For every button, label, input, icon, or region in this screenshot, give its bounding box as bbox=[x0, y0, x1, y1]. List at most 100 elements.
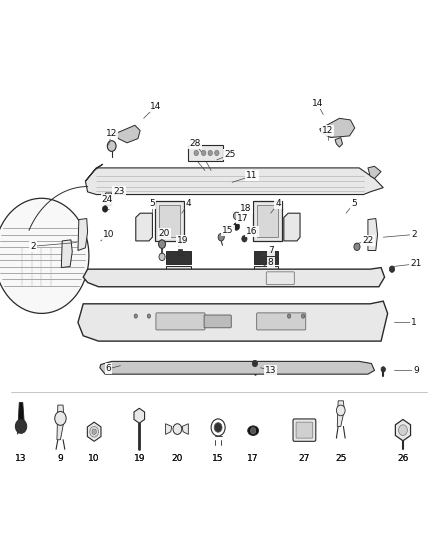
FancyBboxPatch shape bbox=[155, 201, 184, 241]
FancyBboxPatch shape bbox=[156, 313, 205, 330]
Ellipse shape bbox=[248, 426, 258, 435]
Polygon shape bbox=[78, 219, 88, 251]
Text: 24: 24 bbox=[102, 196, 113, 204]
Polygon shape bbox=[100, 361, 374, 374]
Text: 8: 8 bbox=[268, 258, 274, 266]
Text: 17: 17 bbox=[247, 454, 259, 463]
Text: 19: 19 bbox=[177, 237, 189, 245]
Circle shape bbox=[218, 233, 224, 241]
Text: 28: 28 bbox=[189, 140, 201, 148]
FancyBboxPatch shape bbox=[266, 272, 294, 285]
Polygon shape bbox=[116, 125, 140, 143]
FancyBboxPatch shape bbox=[159, 205, 180, 237]
Polygon shape bbox=[337, 401, 344, 426]
Text: 6: 6 bbox=[106, 365, 112, 373]
Text: 15: 15 bbox=[212, 454, 224, 463]
FancyBboxPatch shape bbox=[204, 315, 231, 328]
Polygon shape bbox=[85, 164, 103, 181]
FancyBboxPatch shape bbox=[253, 201, 282, 241]
Text: 18: 18 bbox=[240, 205, 252, 213]
Text: 13: 13 bbox=[15, 454, 27, 463]
Circle shape bbox=[159, 240, 166, 248]
Text: 1: 1 bbox=[411, 318, 417, 327]
Polygon shape bbox=[61, 240, 72, 268]
Text: 20: 20 bbox=[159, 229, 170, 238]
Polygon shape bbox=[83, 268, 385, 287]
Circle shape bbox=[15, 419, 27, 433]
Text: 5: 5 bbox=[149, 199, 155, 208]
Polygon shape bbox=[335, 138, 343, 147]
Text: 9: 9 bbox=[57, 454, 64, 463]
Text: 12: 12 bbox=[322, 126, 333, 135]
Text: 4: 4 bbox=[276, 199, 281, 208]
Polygon shape bbox=[57, 405, 64, 440]
Circle shape bbox=[90, 426, 99, 437]
Circle shape bbox=[354, 243, 360, 251]
Circle shape bbox=[211, 419, 225, 436]
Circle shape bbox=[336, 405, 345, 416]
FancyBboxPatch shape bbox=[166, 251, 191, 264]
Polygon shape bbox=[87, 422, 101, 441]
Polygon shape bbox=[134, 408, 145, 423]
Text: 17: 17 bbox=[247, 454, 259, 463]
Circle shape bbox=[92, 429, 96, 434]
Text: 9: 9 bbox=[57, 454, 64, 463]
Text: 9: 9 bbox=[413, 366, 419, 375]
Circle shape bbox=[214, 423, 222, 432]
Text: 23: 23 bbox=[113, 188, 125, 196]
Circle shape bbox=[301, 314, 305, 318]
Text: 17: 17 bbox=[237, 214, 249, 223]
Circle shape bbox=[55, 411, 66, 425]
Text: 21: 21 bbox=[410, 260, 422, 268]
Text: 11: 11 bbox=[246, 172, 258, 180]
Circle shape bbox=[233, 212, 240, 220]
Circle shape bbox=[159, 253, 165, 261]
FancyBboxPatch shape bbox=[254, 266, 278, 276]
FancyBboxPatch shape bbox=[106, 193, 112, 205]
Text: 14: 14 bbox=[150, 102, 161, 111]
Polygon shape bbox=[368, 219, 378, 251]
Text: 13: 13 bbox=[265, 366, 276, 375]
Text: 10: 10 bbox=[88, 454, 100, 463]
Text: 19: 19 bbox=[134, 454, 145, 463]
Circle shape bbox=[201, 150, 206, 156]
Text: 20: 20 bbox=[172, 454, 183, 463]
Circle shape bbox=[251, 427, 256, 434]
Text: 25: 25 bbox=[224, 150, 236, 159]
Circle shape bbox=[399, 425, 407, 435]
Polygon shape bbox=[320, 118, 355, 138]
Text: 27: 27 bbox=[299, 454, 310, 463]
Text: 25: 25 bbox=[335, 454, 346, 463]
Circle shape bbox=[102, 206, 108, 212]
Circle shape bbox=[242, 236, 247, 242]
Text: 4: 4 bbox=[186, 199, 191, 208]
FancyBboxPatch shape bbox=[188, 145, 223, 161]
Polygon shape bbox=[78, 301, 388, 341]
Text: 10: 10 bbox=[88, 454, 100, 463]
FancyBboxPatch shape bbox=[296, 422, 313, 438]
Text: 5: 5 bbox=[351, 199, 357, 208]
Circle shape bbox=[252, 360, 258, 367]
Polygon shape bbox=[284, 213, 300, 241]
Circle shape bbox=[233, 223, 240, 230]
Text: 26: 26 bbox=[397, 454, 409, 463]
Polygon shape bbox=[85, 168, 383, 195]
FancyBboxPatch shape bbox=[257, 205, 278, 237]
Polygon shape bbox=[368, 166, 381, 179]
Text: 25: 25 bbox=[335, 454, 346, 463]
Text: 26: 26 bbox=[397, 454, 409, 463]
Circle shape bbox=[147, 314, 151, 318]
Polygon shape bbox=[166, 424, 172, 434]
Circle shape bbox=[107, 141, 116, 151]
Text: 7: 7 bbox=[268, 246, 274, 255]
Text: 27: 27 bbox=[299, 454, 310, 463]
Polygon shape bbox=[396, 419, 410, 441]
Circle shape bbox=[215, 150, 219, 156]
Text: 14: 14 bbox=[312, 100, 323, 108]
Text: 13: 13 bbox=[15, 454, 27, 463]
Polygon shape bbox=[182, 424, 188, 434]
Text: 20: 20 bbox=[172, 454, 183, 463]
Circle shape bbox=[0, 198, 89, 313]
Circle shape bbox=[173, 424, 182, 434]
Circle shape bbox=[134, 314, 138, 318]
